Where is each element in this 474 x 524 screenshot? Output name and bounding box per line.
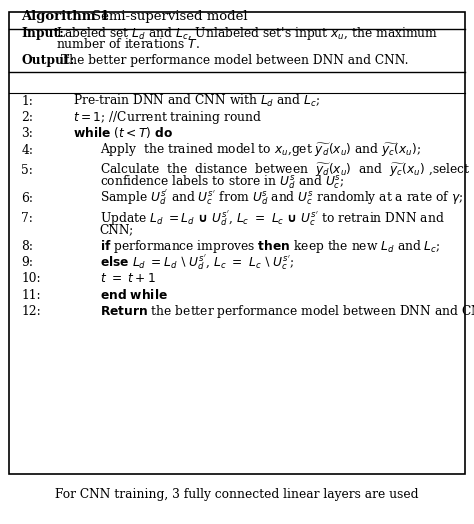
Text: confidence labels to store in $U_d^s$ and $U_c^s$;: confidence labels to store in $U_d^s$ an… bbox=[100, 173, 344, 191]
Text: Apply  the trained model to $x_u$,get $\widetilde{y_d}(x_u)$ and $\widetilde{y_c: Apply the trained model to $x_u$,get $\w… bbox=[100, 141, 421, 159]
Text: For CNN training, 3 fully connected linear layers are used: For CNN training, 3 fully connected line… bbox=[55, 488, 419, 501]
Text: 4:: 4: bbox=[21, 144, 33, 157]
Text: CNN;: CNN; bbox=[100, 224, 134, 237]
Text: $\mathbf{end\ while}$: $\mathbf{end\ while}$ bbox=[100, 288, 167, 302]
Text: number of iterations $T$.: number of iterations $T$. bbox=[56, 37, 200, 51]
Text: $\mathbf{if}$ performance improves $\mathbf{then}$ keep the new $L_d$ and $L_c$;: $\mathbf{if}$ performance improves $\mat… bbox=[100, 238, 440, 255]
Text: $\mathbf{while}$ $(t < T)$ $\mathbf{do}$: $\mathbf{while}$ $(t < T)$ $\mathbf{do}$ bbox=[73, 125, 173, 140]
Text: 10:: 10: bbox=[21, 272, 41, 286]
Text: 1:: 1: bbox=[21, 95, 33, 108]
Text: 5:: 5: bbox=[21, 164, 33, 177]
Text: $\mathbf{else}$ $L_d\ = L_d \setminus U_d^{s'}$, $L_c\ =\ L_c \setminus U_c^{s'}: $\mathbf{else}$ $L_d\ = L_d \setminus U_… bbox=[100, 252, 294, 271]
Text: 12:: 12: bbox=[21, 305, 41, 318]
Text: Semi-supervised model: Semi-supervised model bbox=[92, 10, 248, 23]
Bar bbox=[9, 12, 465, 474]
Text: 2:: 2: bbox=[21, 111, 33, 124]
Text: Sample $U_d^{s'}$ and $U_c^{s'}$ from $U_d^s$ and $U_c^s$ randomly at a rate of : Sample $U_d^{s'}$ and $U_c^{s'}$ from $U… bbox=[100, 188, 463, 207]
Text: $t = 1$; //Current training round: $t = 1$; //Current training round bbox=[73, 109, 262, 126]
Text: Input:: Input: bbox=[21, 27, 64, 40]
Text: 3:: 3: bbox=[21, 127, 33, 140]
Text: Algorithm 1: Algorithm 1 bbox=[21, 10, 110, 23]
Text: Update $L_d$ $= L_d\ \mathbf{\cup}\ U_d^{s'}$, $L_c\ =\ L_c\ \mathbf{\cup}\ U_c^: Update $L_d$ $= L_d\ \mathbf{\cup}\ U_d^… bbox=[100, 208, 444, 227]
Text: $\mathbf{Return}$ the better performance model between DNN and CNN.: $\mathbf{Return}$ the better performance… bbox=[100, 303, 474, 320]
Text: 11:: 11: bbox=[21, 289, 41, 302]
Text: 9:: 9: bbox=[21, 256, 33, 269]
Text: 7:: 7: bbox=[21, 212, 33, 225]
Text: Calculate  the  distance  between  $\widetilde{y_d}(x_u)$  and  $\widetilde{y_c}: Calculate the distance between $\widetil… bbox=[100, 162, 470, 179]
Text: Labeled set $L_d$ and $L_c$, Unlabeled set's input $x_u$, the maximum: Labeled set $L_d$ and $L_c$, Unlabeled s… bbox=[56, 25, 438, 42]
Text: Pre-train DNN and CNN with $L_d$ and $L_c$;: Pre-train DNN and CNN with $L_d$ and $L_… bbox=[73, 93, 321, 109]
Text: 8:: 8: bbox=[21, 240, 33, 253]
Text: 6:: 6: bbox=[21, 192, 33, 205]
Text: Output:: Output: bbox=[21, 54, 74, 67]
Text: The better performance model between DNN and CNN.: The better performance model between DNN… bbox=[61, 54, 408, 67]
Text: $t\ =\ t + 1$: $t\ =\ t + 1$ bbox=[100, 272, 156, 286]
